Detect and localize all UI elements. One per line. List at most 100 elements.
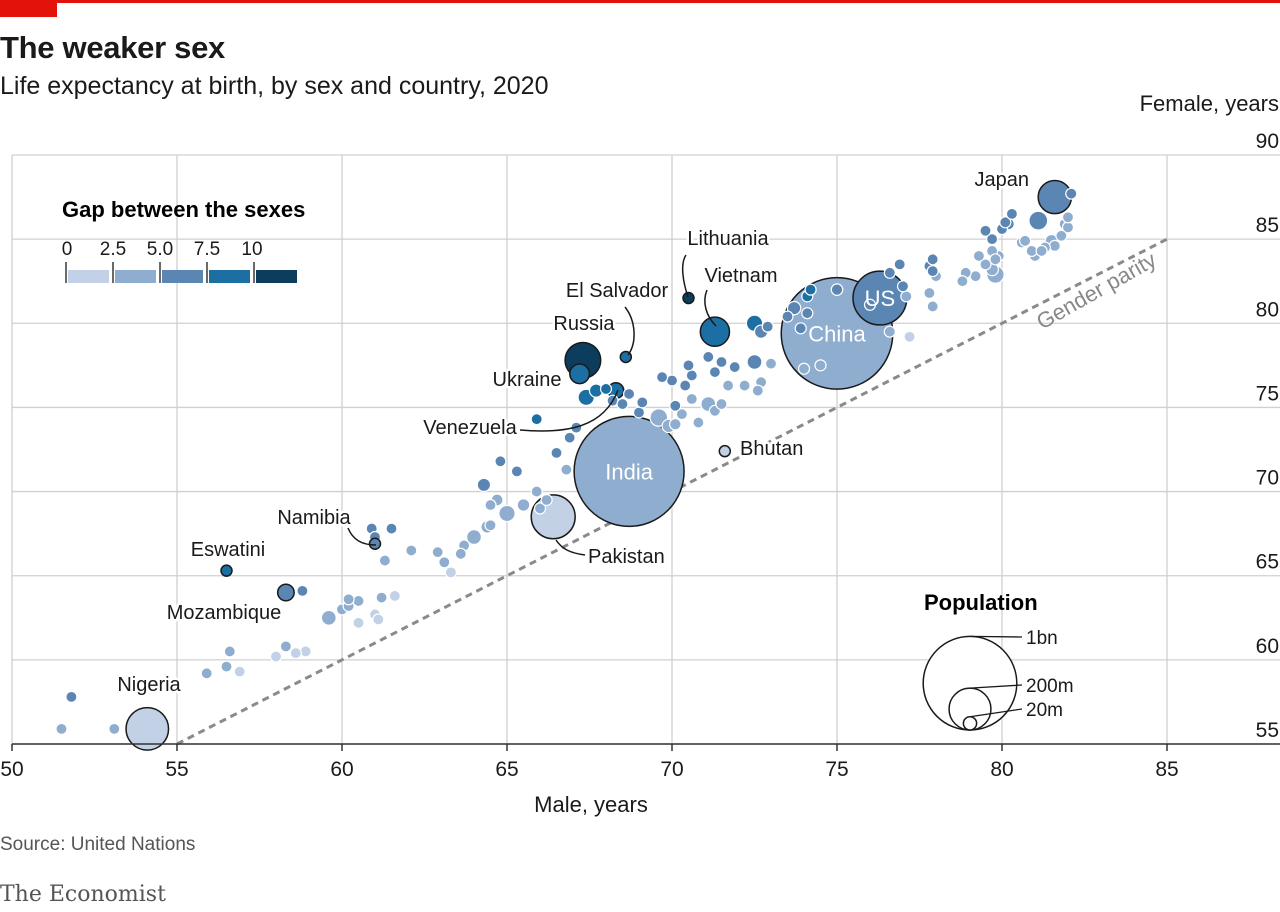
data-point [669,399,682,412]
leader-line-namibia [347,527,377,546]
data-point [540,493,553,507]
data-point [1028,210,1049,231]
leader-line-venezuela [519,389,619,432]
data-point [342,593,355,606]
data-point [801,307,814,320]
label-halo-vietnam: Vietnam [704,265,777,287]
point-india [573,415,685,528]
data-point [223,645,236,658]
top-accent-line [0,0,1280,3]
data-point [560,463,573,476]
data-point [484,519,497,532]
data-point [378,554,392,567]
data-point [655,371,669,384]
label-halo-lithuania: Lithuania [687,228,769,250]
point-namibia [368,537,382,550]
gap-swatch-0 [68,270,109,283]
source-note: Source: United Nations [0,834,196,855]
data-point [679,379,692,392]
population-leader-20m [969,708,1023,718]
label-china: China [808,321,866,346]
y-tick-label: 75 [1256,382,1279,405]
point-pakistan [530,494,576,540]
data-point [804,283,817,296]
data-point [550,446,563,459]
data-point [388,589,401,603]
data-point [797,362,811,375]
data-point [863,298,877,311]
data-point [431,546,444,559]
label-eswatini: Eswatini [191,539,265,561]
population-legend-title: Population [924,590,1038,615]
population-label-1bn: 1bn [1026,628,1058,649]
data-point [233,665,246,678]
label-vietnam: Vietnam [704,265,777,287]
point-ukraine [569,363,591,385]
population-label-200m: 200m [1026,676,1074,697]
label-us: US [865,286,896,311]
data-point [108,722,121,735]
data-point [1018,234,1032,247]
x-tick-label: 85 [1155,758,1178,781]
population-label-20m: 20m [1026,700,1063,721]
data-point [708,365,722,379]
data-point [484,498,497,512]
gap-label: 7.5 [194,239,220,260]
label-halo-bhutan: Bhutan [740,438,803,460]
data-point [375,591,388,604]
data-point [454,547,467,560]
data-point [761,320,774,333]
label-halo-japan: Japan [975,169,1030,191]
y-tick-label: 80 [1256,298,1279,321]
population-leader-1bn [969,635,1023,638]
point-lithuania [682,291,695,305]
data-point [299,645,312,658]
data-point [896,280,910,293]
data-point [220,660,233,673]
point-eswatini [220,564,233,577]
leader-line-el-salvador [624,306,635,356]
data-point [530,413,543,426]
chart-title: The weaker sex [0,30,226,65]
gap-swatch-4 [256,270,297,283]
data-point [715,397,728,411]
gap-swatch-1 [115,270,156,283]
data-point [632,406,646,419]
data-points [55,179,1078,751]
data-point [622,387,636,401]
x-tick-label: 50 [0,758,23,781]
data-point [999,216,1012,229]
data-point [746,353,763,370]
data-point [563,431,576,444]
x-tick-label: 70 [660,758,683,781]
axes: 50 55 60 65 70 75 80 85 55 60 65 70 75 80 85 90 Male, ye… [0,91,1280,817]
label-lithuania: Lithuania [687,228,769,250]
label-russia: Russia [553,313,615,335]
data-point [682,359,695,372]
data-point [1061,211,1075,224]
gap-label: 5.0 [147,239,173,260]
data-point [900,290,913,303]
color-legend: Gap between the sexes 0 2.5 5.0 7.5 10 [62,197,305,283]
data-point [985,233,999,246]
population-legend: Population 1bn 200m 20m [922,590,1074,731]
label-halo-venezuela: Venezuela [423,417,517,439]
data-point [956,275,969,288]
data-point [883,266,896,279]
data-point [751,384,764,397]
population-circle-20m [962,716,978,731]
chart-subtitle: Life expectancy at birth, by sex and cou… [0,72,549,100]
data-point [269,650,283,663]
label-halo-el-salvador: El Salvador [566,280,669,302]
data-point [279,640,292,653]
data-point [65,690,78,703]
data-point [510,465,524,478]
y-axis-label: Female, years [1140,91,1279,116]
x-tick-label: 55 [165,758,188,781]
label-halo-mozambique: Mozambique [167,602,282,624]
data-point [533,502,547,515]
data-point [476,477,492,493]
y-tick-label: 60 [1256,635,1279,658]
data-point [498,504,516,523]
data-point [352,616,365,629]
